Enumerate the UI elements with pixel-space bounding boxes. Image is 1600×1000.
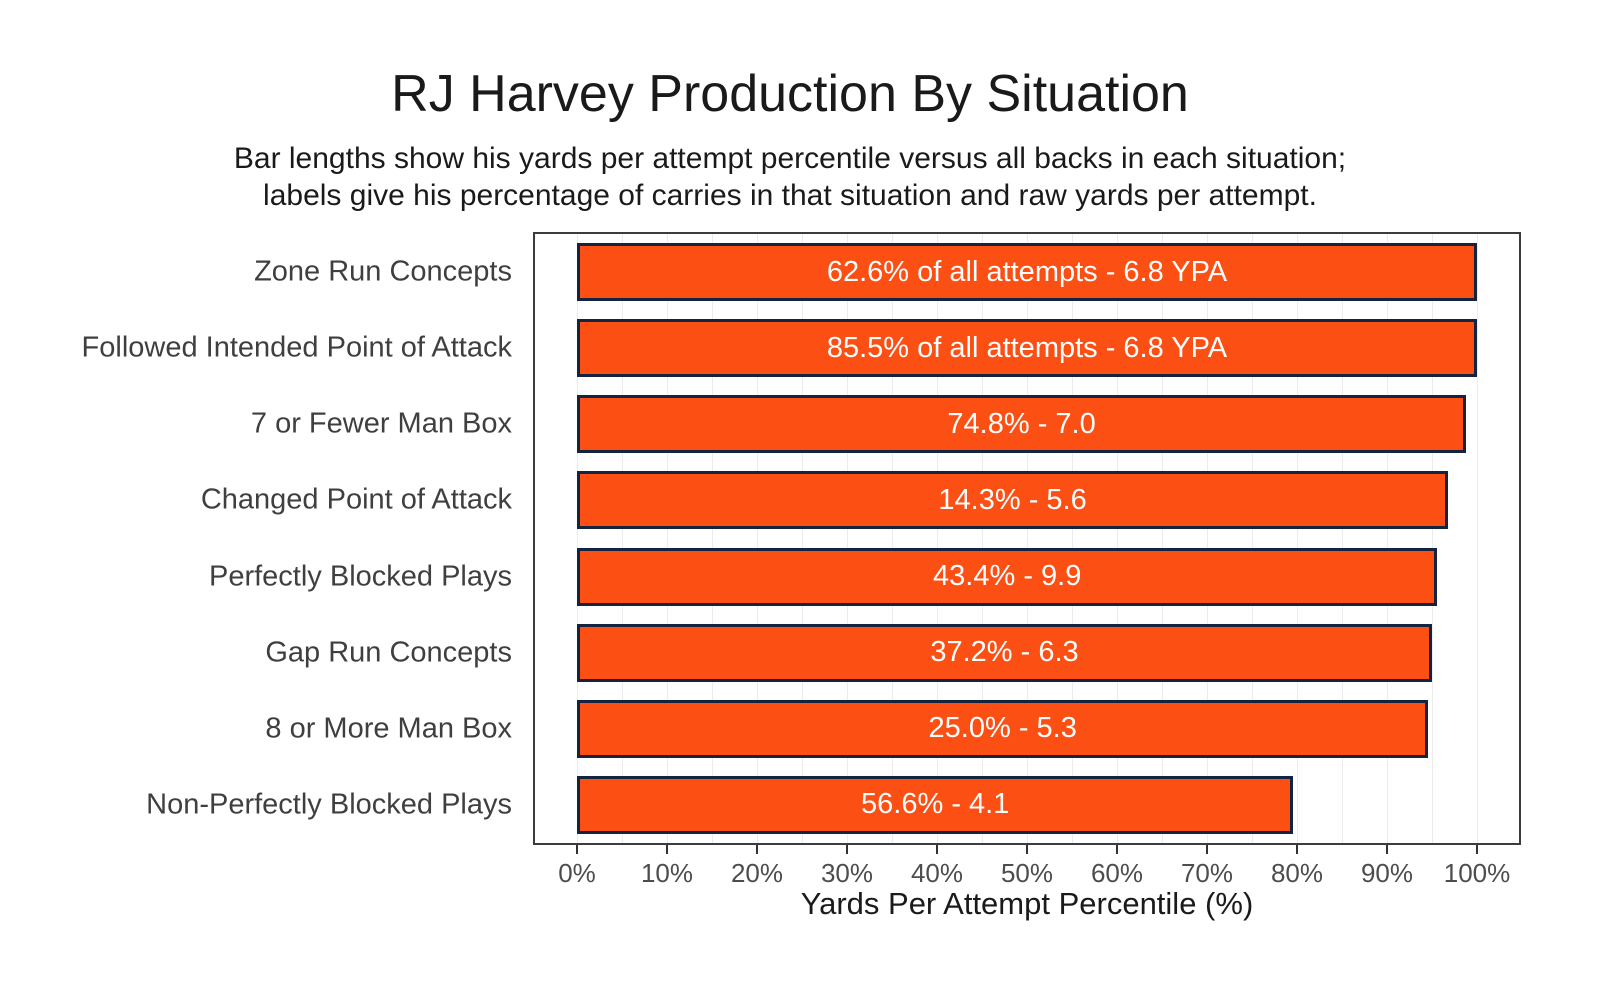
category-label: Perfectly Blocked Plays	[208, 560, 512, 593]
gridline	[1117, 234, 1118, 843]
bar-row: 43.4% - 9.9	[535, 539, 1519, 615]
gridline	[982, 234, 983, 843]
x-axis-tick	[846, 845, 848, 854]
gridline	[1342, 234, 1343, 843]
x-axis-title: Yards Per Attempt Percentile (%)	[800, 886, 1254, 921]
bar-label: 25.0% - 5.3	[928, 712, 1077, 745]
bar: 85.5% of all attempts - 6.8 YPA	[577, 319, 1477, 378]
bar-label: 56.6% - 4.1	[861, 788, 1010, 821]
gridline	[757, 234, 758, 843]
bar: 43.4% - 9.9	[577, 547, 1438, 606]
x-axis-tick	[1386, 845, 1388, 854]
bar-label: 37.2% - 6.3	[930, 636, 1079, 669]
category-label: Non-Perfectly Blocked Plays	[146, 788, 512, 821]
x-axis-tick	[936, 845, 938, 854]
chart-title: RJ Harvey Production By Situation	[391, 65, 1189, 123]
bar-row: 25.0% - 5.3	[535, 691, 1519, 767]
bar-row: 56.6% - 4.1	[535, 767, 1519, 843]
x-axis-tick-label: 50%	[1000, 858, 1054, 888]
category-label: 8 or More Man Box	[265, 712, 512, 745]
chart-subtitle-line-1: Bar lengths show his yards per attempt p…	[233, 142, 1347, 175]
chart-subtitle-line-2: labels give his percentage of carries in…	[263, 179, 1317, 212]
gridline	[1027, 234, 1028, 843]
bar-label: 43.4% - 9.9	[933, 560, 1082, 593]
bar-label: 14.3% - 5.6	[938, 483, 1087, 516]
x-axis-tick	[1206, 845, 1208, 854]
plot-panel: 62.6% of all attempts - 6.8 YPA 85.5% of …	[533, 232, 1521, 845]
x-axis-tick-label: 90%	[1360, 858, 1414, 888]
x-axis-tick	[1296, 845, 1298, 854]
category-label: Followed Intended Point of Attack	[81, 331, 512, 364]
bar: 25.0% - 5.3	[577, 699, 1429, 758]
x-axis-tick	[666, 845, 668, 854]
bar-label: 74.8% - 7.0	[947, 407, 1096, 440]
gridline	[892, 234, 893, 843]
x-axis-tick-label: 70%	[1180, 858, 1234, 888]
gridline	[1387, 234, 1388, 843]
bar-row: 62.6% of all attempts - 6.8 YPA	[535, 234, 1519, 310]
gridline	[1207, 234, 1208, 843]
bar-row: 14.3% - 5.6	[535, 462, 1519, 538]
gridline	[847, 234, 848, 843]
x-axis-tick-label: 10%	[640, 858, 694, 888]
x-axis-tick	[1026, 845, 1028, 854]
bar-row: 37.2% - 6.3	[535, 615, 1519, 691]
x-axis-tick-label: 0%	[558, 858, 596, 888]
x-axis-tick	[576, 845, 578, 854]
x-axis-tick-label: 30%	[820, 858, 874, 888]
bar-row: 85.5% of all attempts - 6.8 YPA	[535, 310, 1519, 386]
category-label: 7 or Fewer Man Box	[250, 407, 512, 440]
gridline	[937, 234, 938, 843]
gridline	[1162, 234, 1163, 843]
bar: 62.6% of all attempts - 6.8 YPA	[577, 243, 1477, 302]
chart-subtitle: Bar lengths show his yards per attempt p…	[0, 140, 1580, 214]
x-axis-tick-label: 100%	[1443, 858, 1511, 888]
gridline	[712, 234, 713, 843]
x-axis-tick-label: 20%	[730, 858, 784, 888]
bar: 37.2% - 6.3	[577, 623, 1432, 682]
bar: 74.8% - 7.0	[577, 395, 1467, 454]
gridline	[1297, 234, 1298, 843]
gridline	[802, 234, 803, 843]
bar-row: 74.8% - 7.0	[535, 386, 1519, 462]
gridline	[1477, 234, 1478, 843]
gridline	[577, 234, 578, 843]
x-axis-tick	[1116, 845, 1118, 854]
gridline	[667, 234, 668, 843]
bar-label: 62.6% of all attempts - 6.8 YPA	[826, 255, 1228, 288]
x-axis-tick	[756, 845, 758, 854]
gridline	[1252, 234, 1253, 843]
x-axis-tick-label: 60%	[1090, 858, 1144, 888]
gridline	[622, 234, 623, 843]
bar-label: 85.5% of all attempts - 6.8 YPA	[826, 331, 1228, 364]
category-label: Changed Point of Attack	[200, 483, 512, 516]
gridline	[1432, 234, 1433, 843]
x-axis-tick-label: 80%	[1270, 858, 1324, 888]
gridline	[1072, 234, 1073, 843]
category-label: Gap Run Concepts	[265, 636, 512, 669]
x-axis-tick-label: 40%	[910, 858, 964, 888]
bar: 56.6% - 4.1	[577, 775, 1294, 834]
x-axis-tick	[1476, 845, 1478, 854]
bar: 14.3% - 5.6	[577, 471, 1449, 530]
category-label: Zone Run Concepts	[254, 255, 512, 288]
